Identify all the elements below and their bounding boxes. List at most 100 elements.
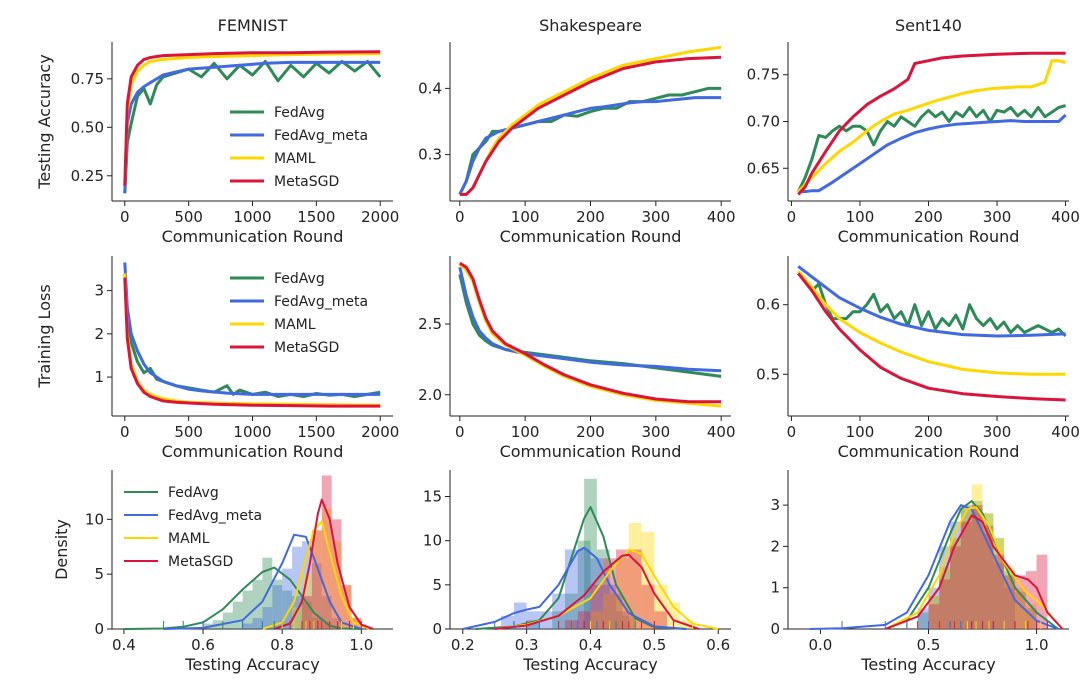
hist-bar-MAML (971, 484, 983, 629)
x-tick-label: 100 (511, 208, 540, 226)
hist-bar-MAML (939, 567, 951, 629)
hist-bar-FedAvg_meta (939, 546, 951, 629)
hist-bar-FedAvg_meta (311, 563, 322, 629)
hist-bar-FedAvg_meta (301, 541, 312, 629)
x-tick-label: 0.4 (112, 636, 136, 654)
x-tick-label: 2000 (361, 208, 399, 226)
y-tick-label: 0.75 (747, 66, 780, 84)
hist-bar-FedAvg (1025, 608, 1037, 629)
x-tick-label: 0.6 (191, 636, 215, 654)
y-tick-label: 0.3 (418, 146, 442, 164)
series-line-FedAvg_meta (458, 266, 722, 373)
series-line-FedAvg (797, 272, 1067, 338)
hist-bar-FedAvg (252, 579, 263, 629)
x-tick-label: 0 (120, 208, 130, 226)
x-tick-label: 0.2 (451, 636, 475, 654)
panel-sent140-density: 0.0 0.5 1.0 0 1 2 3 Testing Accuracy (770, 470, 1069, 674)
legend-label-MetaSGD: MetaSGD (274, 340, 339, 356)
panel-shakespeare-acc: 0 100 200 300 400 0.3 0.4 Shakespeare Communicat… (418, 16, 735, 246)
y-tick-label: 0.5 (756, 365, 780, 383)
y-tick-label: 0 (432, 620, 442, 638)
legend-label-FedAvg_meta: FedAvg_meta (274, 294, 368, 310)
hist-bar-MetaSGD (590, 584, 604, 629)
y-tick-label: 2 (770, 537, 780, 555)
hist-bar-MAML (590, 611, 604, 629)
legend-label-MetaSGD: MetaSGD (168, 554, 233, 570)
x-tick-label: 0.3 (515, 636, 539, 654)
hist-bar-MetaSGD (982, 525, 994, 629)
x-tick-label: 0.6 (706, 636, 730, 654)
hist-bar-FedAvg_meta (282, 568, 293, 629)
x-axis-label: Testing Accuracy (184, 655, 319, 674)
hist-bar-FedAvg (928, 595, 940, 629)
hist-bar-MAML (321, 508, 332, 629)
y-tick-label: 0.25 (71, 167, 104, 185)
y-tick-label: 0.75 (71, 70, 104, 88)
x-tick-label: 0 (455, 423, 465, 441)
hist-bar-FedAvg_meta (616, 611, 629, 629)
hist-bar-FedAvg_meta (242, 623, 253, 629)
y-tick-label: 0.4 (418, 79, 442, 97)
legend-label-MAML: MAML (274, 151, 316, 167)
series-line-MAML (459, 45, 722, 196)
x-axis-label: Testing Accuracy (860, 655, 995, 674)
hist-bar-MetaSGD (311, 530, 322, 629)
x-tick-label: 400 (707, 208, 736, 226)
series-line-MetaSGD (123, 277, 381, 408)
kde-curve-FedAvg (123, 566, 362, 630)
hist-bar-FedAvg (960, 509, 972, 629)
kde-curve-FedAvg (884, 500, 1059, 630)
hist-bar-MetaSGD (939, 579, 951, 629)
hist-bar-MetaSGD (321, 475, 332, 629)
legend-label-FedAvg_meta: FedAvg_meta (168, 508, 262, 524)
y-tick-label: 3 (94, 282, 104, 300)
plot-area (462, 478, 719, 630)
kde-curve-MetaSGD (273, 498, 374, 630)
panel-title: FEMNIST (218, 16, 288, 35)
y-tick-label: 5 (94, 565, 104, 583)
series-line-FedAvg_meta (797, 265, 1066, 338)
hist-bar-FedAvg_meta (993, 562, 1005, 629)
y-tick-label: 5 (432, 576, 442, 594)
x-tick-label: 500 (174, 423, 203, 441)
series-line-MetaSGD (797, 272, 1066, 402)
hist-bar-FedAvg (222, 612, 233, 629)
x-axis-label: Communication Round (838, 227, 1020, 246)
plot-area (123, 475, 374, 630)
y-tick-label: 10 (423, 532, 442, 550)
hist-bar-FedAvg (917, 612, 929, 629)
hist-bar-MetaSGD (928, 604, 940, 629)
y-tick-label: 0.6 (756, 296, 780, 314)
hist-bar-FedAvg_meta (950, 521, 961, 629)
hist-bar-FedAvg (577, 540, 591, 629)
hist-bar-MAML (311, 530, 322, 629)
hist-bar-MAML (960, 505, 972, 629)
hist-bar-FedAvg (1004, 571, 1015, 629)
hist-bar-FedAvg (272, 579, 283, 629)
y-tick-label: 2.5 (418, 315, 442, 333)
series-line-FedAvg_meta (123, 60, 381, 194)
hist-bar-MAML (982, 513, 994, 629)
series-line-FedAvg_meta (798, 113, 1067, 194)
hist-bar-FedAvg (311, 618, 322, 629)
kde-curve-MAML (262, 520, 370, 630)
legend-label-FedAvg_meta: FedAvg_meta (274, 128, 368, 144)
x-axis-label: Communication Round (838, 442, 1020, 461)
x-tick-label: 0.0 (808, 636, 832, 654)
hist-bar-MAML (603, 593, 617, 629)
series-line-FedAvg_meta (123, 262, 381, 396)
x-tick-label: 1500 (297, 423, 335, 441)
x-tick-label: 0 (787, 208, 797, 226)
legend: FedAvg FedAvg_meta MAML MetaSGD (230, 105, 368, 190)
panel-femnist-loss: 0 500 1000 1500 2000 1 2 3 Communication Round Tr… (35, 256, 399, 461)
x-tick-label: 100 (846, 208, 875, 226)
kde-curve-FedAvg_meta (163, 533, 362, 630)
legend-label-FedAvg: FedAvg (274, 105, 325, 121)
x-axis-label: Testing Accuracy (522, 655, 657, 674)
hist-bar-MetaSGD (577, 611, 591, 629)
hist-bar-FedAvg_meta (982, 534, 994, 629)
legend: FedAvg FedAvg_meta MAML MetaSGD (124, 485, 262, 570)
hist-bar-FedAvg_meta (272, 585, 283, 629)
x-tick-label: 0 (787, 423, 797, 441)
hist-bar-MetaSGD (628, 549, 642, 629)
